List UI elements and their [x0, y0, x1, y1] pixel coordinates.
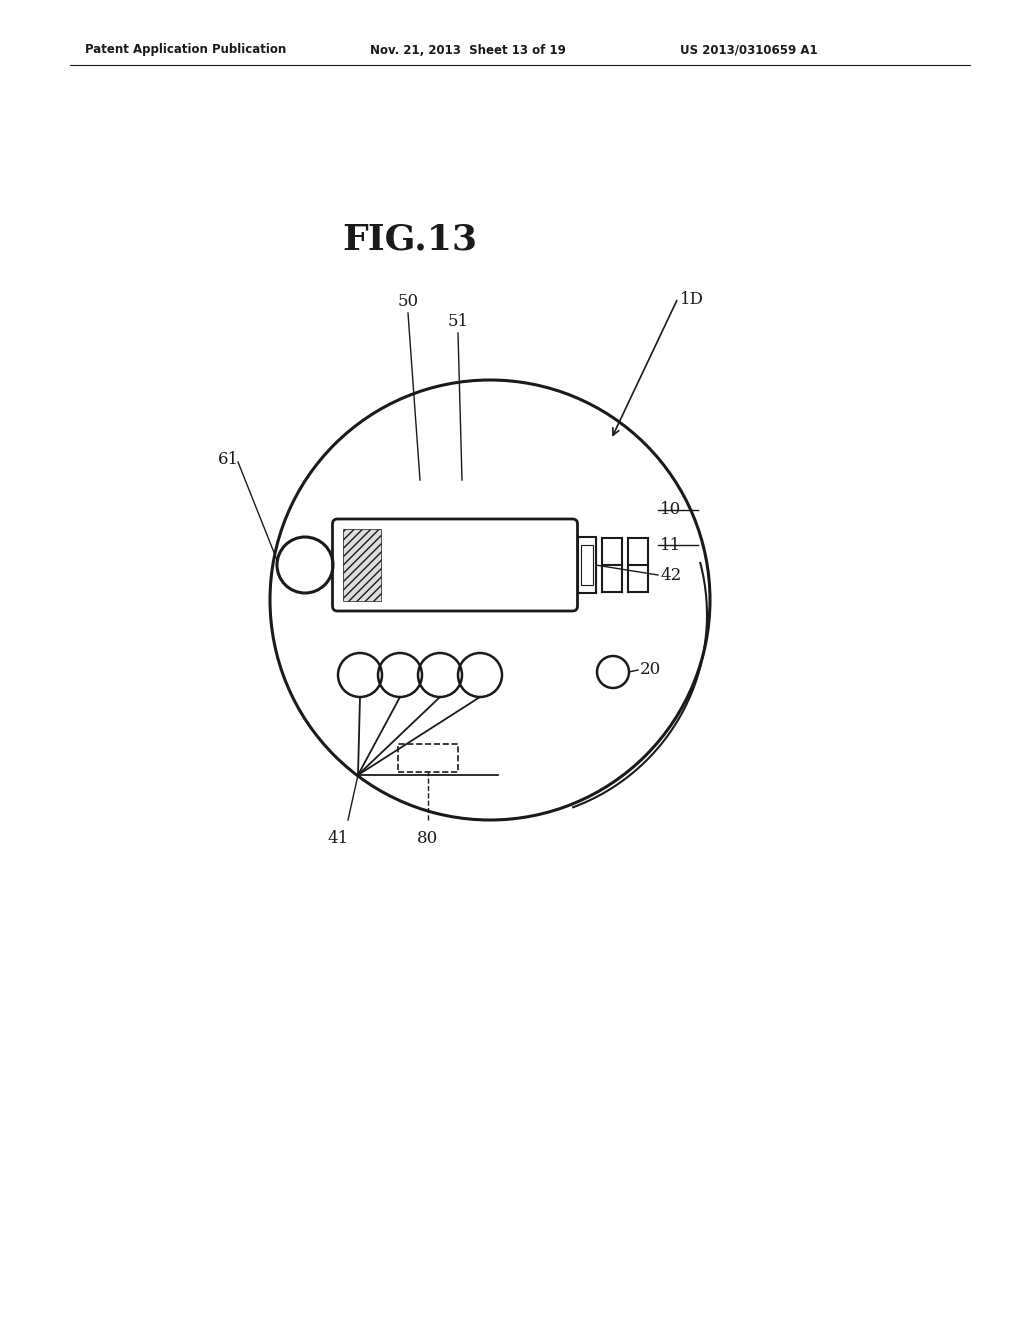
- Text: 61: 61: [218, 451, 240, 469]
- Bar: [581, 545, 593, 585]
- Text: 80: 80: [418, 830, 438, 847]
- FancyBboxPatch shape: [333, 519, 578, 611]
- Bar: [398, 744, 458, 772]
- Text: FIG.13: FIG.13: [342, 223, 477, 257]
- Text: Nov. 21, 2013  Sheet 13 of 19: Nov. 21, 2013 Sheet 13 of 19: [370, 44, 566, 57]
- Text: 10: 10: [660, 502, 681, 519]
- Text: 42: 42: [660, 566, 681, 583]
- Text: 20: 20: [640, 661, 662, 678]
- Text: 51: 51: [447, 313, 469, 330]
- Bar: [578, 537, 596, 593]
- Text: 50: 50: [397, 293, 419, 310]
- Bar: [342, 529, 381, 601]
- Text: Patent Application Publication: Patent Application Publication: [85, 44, 287, 57]
- Text: 1D: 1D: [680, 292, 705, 309]
- Text: 11: 11: [660, 536, 681, 553]
- Text: US 2013/0310659 A1: US 2013/0310659 A1: [680, 44, 817, 57]
- Text: 41: 41: [328, 830, 348, 847]
